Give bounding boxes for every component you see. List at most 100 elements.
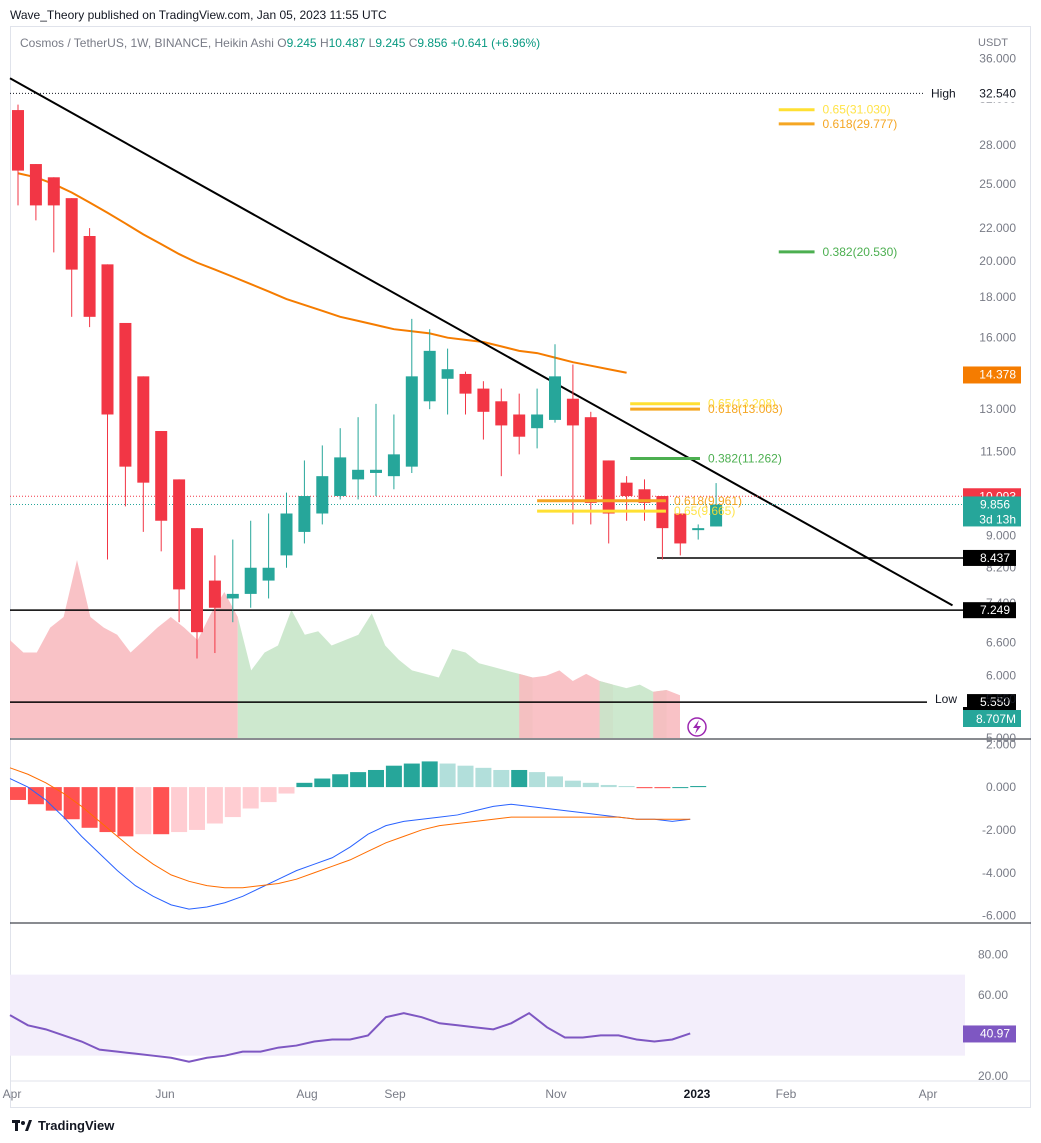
candle-0 <box>12 104 24 206</box>
symbol-title[interactable]: Cosmos / TetherUS, 1W, BINANCE, Heikin A… <box>20 36 274 50</box>
price-tick-label: 16.000 <box>979 331 1016 345</box>
fib-level-label: 0.618(29.777) <box>823 117 898 131</box>
last-price-badge: 9.856 <box>980 497 1010 511</box>
candle-body <box>244 567 257 594</box>
time-tick-label: Sep <box>384 1087 406 1101</box>
footer-brand[interactable]: TradingView <box>38 1118 115 1133</box>
candle-body <box>208 580 221 608</box>
chart-legend: Cosmos / TetherUS, 1W, BINANCE, Heikin A… <box>20 36 540 50</box>
macd-histogram-bar <box>117 787 134 837</box>
tradingview-logo-icon <box>12 1119 32 1131</box>
macd-histogram-bar <box>296 782 313 788</box>
support-label-bg <box>963 602 1016 619</box>
candle-body <box>423 350 436 402</box>
candle-body <box>549 376 561 420</box>
candle-11 <box>208 555 221 654</box>
candle-body <box>29 164 42 206</box>
macd-histogram-bar <box>27 787 44 805</box>
candle-body <box>387 454 400 477</box>
support-label-bg <box>963 549 1016 566</box>
candle-body <box>119 322 132 467</box>
macd-line <box>9 778 691 910</box>
candle-1 <box>29 164 42 221</box>
macd-histogram-bar <box>63 787 80 820</box>
volume-area-segment-4 <box>653 689 680 738</box>
volume-badge-bg <box>963 710 1021 727</box>
macd-histogram-bar <box>493 769 510 788</box>
rsi-tick-label: 20.00 <box>978 1069 1008 1083</box>
candle-body <box>12 110 24 171</box>
macd-histogram-bar <box>81 787 98 828</box>
support-label: 8.437 <box>980 551 1010 565</box>
macd-histogram-bar <box>636 787 653 789</box>
candle-38 <box>692 524 705 540</box>
volume-area-segment-1 <box>237 609 533 738</box>
candle-body <box>459 373 472 394</box>
candle-body <box>602 460 615 514</box>
macd-histogram-bar <box>206 787 223 824</box>
candle-body <box>584 417 597 503</box>
candle-body <box>692 528 705 531</box>
price-tick-label: 11.500 <box>980 444 1016 458</box>
macd-histogram-bar <box>278 787 295 794</box>
lightning-icon[interactable] <box>687 717 707 737</box>
macd-histogram-bar <box>690 786 707 788</box>
macd-histogram-bar <box>153 787 170 835</box>
time-tick-label: Nov <box>545 1087 566 1101</box>
lightning-icon-bolt <box>693 720 701 734</box>
high-value-bg <box>967 84 1026 103</box>
candle-25 <box>459 371 472 415</box>
support-label: 5.550 <box>980 695 1010 709</box>
open-value: 9.245 <box>286 36 317 50</box>
candle-body <box>173 479 186 590</box>
candle-37 <box>674 513 687 556</box>
candle-17 <box>316 445 329 525</box>
candle-body <box>262 567 275 581</box>
macd-histogram-bar <box>439 763 456 788</box>
candle-body <box>155 431 168 521</box>
macd-histogram-bar <box>260 787 277 803</box>
fib-level-label: 0.382(20.530) <box>823 245 898 259</box>
price-tick-label: 6.600 <box>986 635 1016 649</box>
candle-body <box>316 476 329 514</box>
countdown-label: 3d 13h <box>979 512 1016 526</box>
low-value: 9.245 <box>375 36 406 50</box>
candle-body <box>101 264 114 415</box>
candle-19 <box>352 417 365 500</box>
fib-level-label: 0.618(13.003) <box>708 402 783 416</box>
price-tick-label: 20.000 <box>979 254 1016 268</box>
candle-3 <box>65 198 78 317</box>
macd-histogram-bar <box>135 787 152 835</box>
last-price-badge-bg <box>963 496 1021 527</box>
candle-9 <box>173 479 186 623</box>
macd-histogram-bar <box>475 767 492 788</box>
low-label: L <box>368 36 376 50</box>
publisher-line: Wave_Theory published on TradingView.com… <box>10 8 387 22</box>
fib-level-label: 0.65(13.208) <box>708 397 776 411</box>
macd-histogram-bar <box>10 787 26 800</box>
macd-histogram-bar <box>403 763 420 788</box>
price-tick-label: 28.000 <box>979 138 1016 152</box>
macd-histogram-bar <box>368 769 384 788</box>
time-tick-label: Jun <box>155 1087 174 1101</box>
candle-7 <box>137 376 150 532</box>
candle-29 <box>531 388 544 449</box>
time-tick-label: 2023 <box>684 1087 711 1101</box>
macd-histogram-bar <box>600 784 617 788</box>
support-label: 7.249 <box>980 603 1010 617</box>
macd-histogram-bar <box>314 778 331 788</box>
candle-21 <box>387 414 400 490</box>
candle-34 <box>620 476 633 521</box>
macd-histogram-bar <box>45 787 62 811</box>
price-tick-label: 36.000 <box>979 52 1016 66</box>
price-badge: 14.378 <box>979 367 1016 381</box>
high-value: 10.487 <box>328 36 366 50</box>
macd-histogram-bar <box>224 787 241 818</box>
macd-histogram-bar <box>618 786 635 788</box>
macd-histogram-bar <box>189 787 205 830</box>
candle-14 <box>262 513 275 599</box>
price-tick-label: 6.000 <box>986 668 1016 682</box>
candle-18 <box>334 428 347 500</box>
macd-tick-label: 2.000 <box>986 737 1016 751</box>
